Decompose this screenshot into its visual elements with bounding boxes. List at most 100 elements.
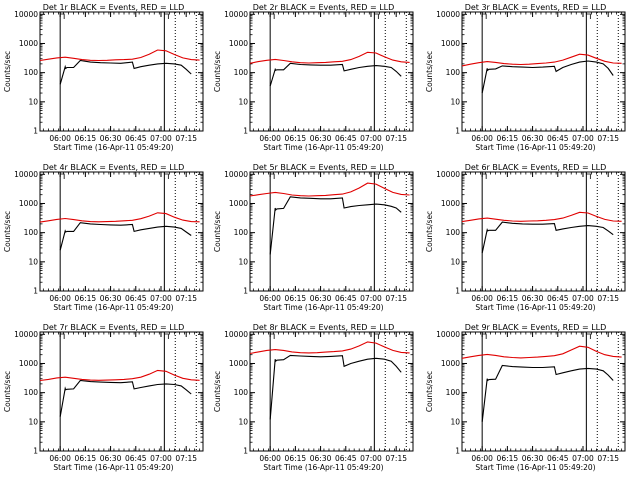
- x-tick-label: 07:00: [572, 134, 594, 143]
- y-axis-label: Counts/sec: [213, 371, 222, 412]
- marker-flag-glyph: [164, 173, 169, 179]
- x-tick-label: 07:15: [175, 134, 197, 143]
- x-tick-label: 06:15: [285, 134, 307, 143]
- panel-title: Det 7r BLACK = Events, RED = LLD: [43, 323, 185, 332]
- y-axis-label: Counts/sec: [3, 211, 12, 252]
- plot-panel-8: Det 8r BLACK = Events, RED = LLD 1 10 100 10…: [213, 323, 414, 472]
- y-tick-label: 1000: [229, 39, 248, 48]
- plot-panel-4: Det 4r BLACK = Events, RED = LLD 1 10 100 10…: [3, 163, 204, 312]
- y-tick-label: 10: [28, 257, 38, 266]
- plot-panel-5: Det 5r BLACK = Events, RED = LLD 1 10 100 10…: [213, 163, 414, 312]
- x-tick-label: 06:30: [310, 294, 332, 303]
- y-tick-label: 10: [450, 257, 460, 266]
- events-line: [59, 379, 192, 417]
- lld-line: [461, 345, 622, 359]
- x-tick-label: 07:15: [597, 134, 619, 143]
- y-tick-label: 1000: [19, 359, 38, 368]
- lld-line: [39, 49, 200, 62]
- plot-panel-3: Det 3r BLACK = Events, RED = LLD 1 10 100 10…: [425, 3, 626, 152]
- x-tick-label: 07:15: [175, 294, 197, 303]
- y-tick-label: 100: [234, 228, 249, 237]
- y-tick-label: 1: [243, 287, 248, 296]
- plot-frame: [461, 331, 626, 452]
- x-tick-label: 07:15: [597, 454, 619, 463]
- x-tick-label: 06:15: [75, 134, 97, 143]
- y-tick-label: 1000: [229, 359, 248, 368]
- plot-frame: [39, 11, 204, 132]
- y-tick-label: 1000: [441, 359, 460, 368]
- x-axis-label: Start Time (16-Apr-11 05:49:20): [475, 463, 595, 472]
- x-tick-label: 07:00: [150, 294, 172, 303]
- marker-flag-glyph: [374, 13, 379, 19]
- x-tick-label: 06:45: [335, 134, 357, 143]
- y-tick-label: 1: [33, 127, 38, 136]
- events-line: [269, 354, 402, 420]
- marker-flag-glyph: [374, 333, 379, 339]
- lld-line: [39, 212, 200, 223]
- x-tick-label: 07:00: [150, 134, 172, 143]
- marker-flag-glyph: [586, 13, 591, 19]
- y-tick-label: 1: [33, 287, 38, 296]
- x-tick-label: 06:00: [471, 134, 493, 143]
- lld-line: [249, 51, 410, 64]
- y-tick-label: 10: [450, 417, 460, 426]
- x-axis-label: Start Time (16-Apr-11 05:49:20): [53, 303, 173, 312]
- marker-flag-glyph: [164, 13, 169, 19]
- x-axis-label: Start Time (16-Apr-11 05:49:20): [475, 143, 595, 152]
- x-tick-label: 06:45: [125, 454, 147, 463]
- y-tick-label: 1000: [19, 39, 38, 48]
- x-tick-label: 06:45: [125, 294, 147, 303]
- x-tick-label: 06:45: [125, 134, 147, 143]
- marker-flag-glyph: [60, 333, 65, 339]
- y-tick-label: 10000: [14, 10, 38, 19]
- events-line: [59, 59, 192, 85]
- marker-flag-glyph: [374, 173, 379, 179]
- y-tick-label: 1000: [441, 199, 460, 208]
- x-tick-label: 06:00: [471, 294, 493, 303]
- y-axis-label: Counts/sec: [213, 211, 222, 252]
- lld-line: [249, 182, 410, 197]
- x-tick-label: 06:15: [75, 454, 97, 463]
- lld-line: [249, 341, 410, 355]
- events-line: [59, 222, 192, 251]
- y-tick-label: 100: [446, 388, 461, 397]
- marker-flag-glyph: [270, 13, 275, 19]
- x-tick-label: 06:15: [497, 294, 519, 303]
- x-tick-label: 06:30: [100, 294, 122, 303]
- y-tick-label: 100: [24, 228, 39, 237]
- y-tick-label: 1: [243, 447, 248, 456]
- y-tick-label: 1: [455, 447, 460, 456]
- events-line: [481, 364, 614, 422]
- x-tick-label: 06:00: [49, 454, 71, 463]
- plot-frame: [461, 11, 626, 132]
- x-axis-label: Start Time (16-Apr-11 05:49:20): [475, 303, 595, 312]
- plot-panel-9: Det 9r BLACK = Events, RED = LLD 1 10 100 10…: [425, 323, 626, 472]
- y-tick-label: 100: [24, 68, 39, 77]
- y-tick-label: 1: [243, 127, 248, 136]
- y-tick-label: 10: [238, 97, 248, 106]
- y-axis-label: Counts/sec: [3, 371, 12, 412]
- plot-panel-7: Det 7r BLACK = Events, RED = LLD 1 10 100 10…: [3, 323, 204, 472]
- y-tick-label: 10000: [224, 330, 248, 339]
- marker-flag-glyph: [60, 13, 65, 19]
- y-tick-label: 10000: [14, 330, 38, 339]
- y-tick-label: 100: [446, 68, 461, 77]
- x-tick-label: 07:00: [360, 134, 382, 143]
- y-axis-label: Counts/sec: [213, 51, 222, 92]
- panel-title: Det 2r BLACK = Events, RED = LLD: [253, 3, 395, 12]
- x-tick-label: 06:30: [522, 294, 544, 303]
- x-axis-label: Start Time (16-Apr-11 05:49:20): [263, 463, 383, 472]
- x-tick-label: 06:00: [259, 454, 281, 463]
- plot-frame: [39, 171, 204, 292]
- y-tick-label: 1: [455, 287, 460, 296]
- y-tick-label: 10000: [224, 170, 248, 179]
- y-tick-label: 10000: [224, 10, 248, 19]
- x-tick-label: 06:00: [49, 134, 71, 143]
- marker-flag-glyph: [482, 13, 487, 19]
- y-tick-label: 10000: [436, 330, 460, 339]
- y-tick-label: 100: [24, 388, 39, 397]
- x-tick-label: 07:00: [360, 454, 382, 463]
- plot-panel-6: Det 6r BLACK = Events, RED = LLD 1 10 100 10…: [425, 163, 626, 312]
- marker-flag-glyph: [270, 173, 275, 179]
- y-tick-label: 1000: [441, 39, 460, 48]
